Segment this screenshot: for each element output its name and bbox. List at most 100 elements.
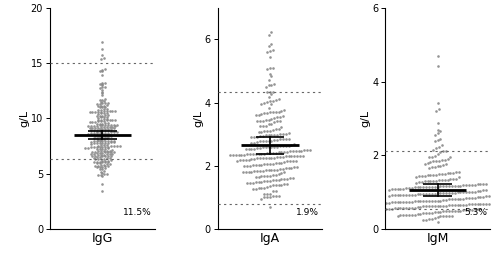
Point bbox=[98, 154, 106, 159]
Point bbox=[299, 153, 307, 158]
Point bbox=[273, 155, 281, 159]
Point bbox=[263, 90, 271, 94]
Point bbox=[289, 176, 297, 180]
Point bbox=[96, 165, 104, 169]
Point bbox=[471, 207, 479, 211]
Point bbox=[434, 137, 442, 141]
Point bbox=[266, 151, 274, 155]
Point bbox=[441, 171, 449, 176]
Point bbox=[400, 200, 407, 204]
Point bbox=[268, 102, 276, 107]
Point bbox=[432, 173, 440, 177]
Point bbox=[434, 164, 442, 168]
Point bbox=[249, 187, 257, 191]
Point bbox=[445, 203, 453, 208]
Point bbox=[254, 152, 262, 156]
Point bbox=[90, 131, 98, 135]
Point bbox=[303, 148, 311, 152]
Point bbox=[425, 217, 433, 221]
Point bbox=[258, 102, 266, 106]
Point bbox=[107, 127, 115, 131]
Point bbox=[460, 203, 468, 207]
Point bbox=[388, 187, 396, 191]
Point bbox=[273, 145, 281, 149]
Point bbox=[91, 150, 99, 154]
Point bbox=[434, 121, 442, 125]
Point bbox=[270, 133, 278, 137]
Point bbox=[282, 132, 290, 136]
X-axis label: IgM: IgM bbox=[426, 232, 449, 245]
Point bbox=[434, 191, 442, 196]
Point bbox=[102, 115, 110, 119]
Point bbox=[102, 162, 110, 166]
Point bbox=[425, 165, 433, 170]
Point bbox=[246, 181, 254, 185]
Point bbox=[92, 155, 100, 159]
Point bbox=[422, 204, 430, 209]
Point bbox=[96, 127, 104, 132]
Point bbox=[451, 197, 459, 201]
Point bbox=[104, 135, 112, 139]
Point bbox=[259, 145, 267, 149]
Point bbox=[260, 174, 268, 179]
Point bbox=[258, 174, 266, 179]
Point bbox=[454, 209, 462, 213]
Point bbox=[87, 128, 95, 132]
Point bbox=[101, 101, 109, 105]
Point bbox=[226, 153, 234, 157]
Point bbox=[252, 175, 260, 179]
Point bbox=[436, 204, 444, 208]
Point bbox=[101, 144, 109, 149]
Point bbox=[266, 72, 274, 76]
Point bbox=[411, 205, 419, 210]
Point bbox=[100, 111, 108, 115]
Point bbox=[91, 164, 99, 168]
Point bbox=[260, 179, 268, 184]
Point bbox=[104, 150, 112, 154]
Point bbox=[97, 119, 105, 123]
Point bbox=[451, 203, 459, 207]
Point bbox=[97, 138, 105, 142]
Point bbox=[416, 205, 424, 209]
Point bbox=[96, 145, 104, 149]
Point bbox=[446, 155, 454, 159]
Point bbox=[98, 97, 106, 102]
Point bbox=[436, 150, 444, 154]
Point bbox=[98, 127, 106, 131]
Point bbox=[97, 57, 105, 61]
Point bbox=[107, 130, 115, 135]
Point bbox=[282, 154, 290, 158]
Point bbox=[290, 142, 298, 146]
Point bbox=[283, 182, 291, 186]
Point bbox=[441, 178, 449, 182]
Point bbox=[269, 151, 277, 155]
Point bbox=[482, 188, 490, 192]
Point bbox=[460, 183, 468, 188]
Point bbox=[259, 169, 267, 173]
Point bbox=[263, 151, 271, 156]
Point bbox=[233, 159, 241, 163]
Point bbox=[100, 107, 108, 112]
Point bbox=[102, 110, 110, 115]
Point bbox=[91, 110, 99, 114]
Point bbox=[289, 159, 297, 163]
Point bbox=[110, 138, 118, 143]
Point bbox=[471, 183, 479, 187]
Point bbox=[425, 204, 433, 208]
Point bbox=[411, 185, 419, 190]
Point bbox=[408, 213, 416, 217]
Point bbox=[97, 108, 105, 112]
Point bbox=[468, 196, 476, 200]
Point bbox=[94, 116, 102, 120]
Point bbox=[96, 159, 104, 164]
Point bbox=[422, 185, 430, 189]
Point bbox=[269, 128, 277, 132]
Point bbox=[266, 55, 274, 59]
Point bbox=[98, 159, 106, 163]
Point bbox=[446, 177, 454, 181]
Point bbox=[431, 210, 439, 215]
Point bbox=[94, 164, 102, 168]
Point bbox=[92, 151, 100, 155]
Point bbox=[96, 139, 104, 143]
Point bbox=[97, 149, 105, 153]
